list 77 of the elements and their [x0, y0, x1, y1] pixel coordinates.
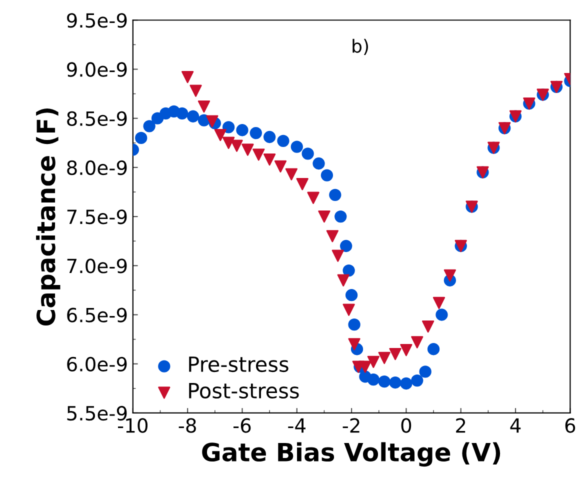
point — [359, 360, 372, 373]
point — [250, 126, 262, 140]
x-tick-label: -2 — [342, 418, 360, 433]
point — [274, 160, 287, 173]
point — [332, 250, 344, 262]
point — [436, 308, 448, 321]
point — [378, 375, 390, 388]
point — [427, 343, 440, 356]
point — [186, 110, 200, 122]
y-tick-label: 8.0e-9 — [67, 160, 127, 176]
x-tick-label: -8 — [178, 418, 196, 433]
point — [329, 188, 342, 202]
point — [400, 377, 412, 390]
legend-label: Post-stress — [189, 383, 299, 399]
point — [263, 130, 276, 144]
point — [285, 168, 298, 180]
point — [277, 134, 290, 147]
point — [432, 296, 446, 310]
point — [444, 269, 456, 282]
point — [378, 352, 390, 364]
point — [206, 115, 218, 128]
point — [302, 148, 314, 160]
point — [242, 144, 254, 156]
point — [337, 274, 350, 286]
x-tick-label: 4 — [510, 418, 521, 433]
point — [312, 157, 325, 170]
point — [135, 132, 148, 144]
point — [367, 356, 380, 368]
y-tick-label: 7.5e-9 — [67, 209, 127, 224]
point — [214, 128, 226, 142]
point — [340, 240, 352, 252]
point — [222, 136, 235, 149]
point — [290, 140, 303, 153]
point — [318, 210, 330, 223]
point — [326, 230, 338, 242]
point — [222, 121, 235, 134]
point — [411, 336, 424, 348]
y-tick-label: 7.0e-9 — [67, 258, 127, 274]
point — [252, 148, 265, 161]
point — [236, 124, 248, 136]
y-axis-title: Capacitance (F) — [36, 108, 60, 326]
point — [389, 376, 402, 389]
x-axis-title: Gate Bias Voltage (V) — [202, 442, 500, 467]
point — [422, 320, 434, 333]
y-tick-label: 6.0e-9 — [67, 356, 127, 372]
legend-label: Pre-stress — [189, 356, 288, 372]
point — [342, 304, 355, 316]
point — [143, 120, 156, 132]
point — [389, 348, 402, 360]
point — [198, 100, 210, 113]
point — [334, 210, 347, 223]
point — [367, 373, 380, 386]
x-tick-label: -4 — [288, 418, 306, 433]
point — [176, 107, 188, 120]
x-tick-label: -6 — [233, 418, 251, 433]
y-tick-label: 8.5e-9 — [67, 111, 127, 126]
point — [320, 169, 334, 182]
point — [307, 192, 320, 204]
y-tick-label: 9.0e-9 — [67, 62, 127, 77]
point — [348, 318, 360, 331]
point — [400, 344, 412, 356]
point — [348, 338, 360, 350]
point — [342, 264, 355, 277]
point — [182, 71, 194, 84]
x-tick-label: 2 — [456, 418, 466, 433]
x-tick-label: 0 — [401, 418, 412, 433]
point — [411, 374, 424, 387]
y-tick-label: 9.5e-9 — [67, 13, 127, 28]
point — [296, 178, 308, 190]
point — [263, 154, 276, 166]
point — [419, 366, 432, 378]
y-tick-label: 6.5e-9 — [67, 308, 127, 322]
point — [345, 289, 358, 302]
annotation: b) — [352, 38, 368, 55]
point — [230, 140, 243, 152]
x-tick-label: 6 — [565, 418, 576, 433]
point — [190, 84, 202, 97]
